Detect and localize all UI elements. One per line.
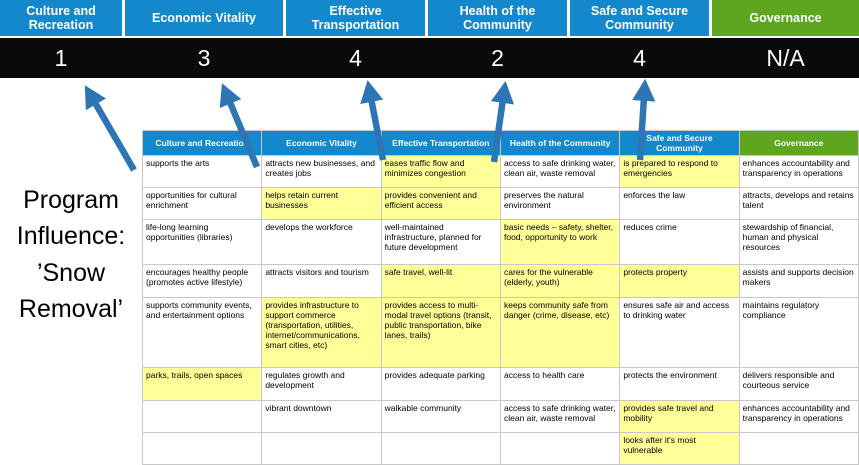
matrix-header-5: Governance [738, 130, 859, 156]
matrix-cell: regulates growth and development [261, 367, 382, 401]
pillar-culture-recreation: Culture and Recreation [0, 0, 122, 36]
matrix-cell: reduces crime [619, 219, 740, 266]
matrix-cell: helps retain current businesses [261, 187, 382, 221]
matrix-cell: parks, trails, open spaces [141, 367, 263, 401]
matrix-cell: is prepared to respond to emergencies [619, 154, 740, 189]
pillar-health-community: Health of the Community [428, 0, 567, 36]
matrix-header-0: Culture and Recreation [141, 130, 263, 156]
matrix-cell: eases traffic flow and minimizes congest… [380, 154, 501, 189]
matrix-cell: preserves the natural environment [499, 187, 621, 221]
matrix-cell: encourages healthy people (promotes acti… [141, 264, 263, 298]
influence-matrix: Culture and Recreation Economic Vitality E… [141, 130, 859, 465]
matrix-cell: supports the arts [141, 154, 263, 189]
score-governance: N/A [766, 44, 805, 71]
matrix-header-2: Effective Transportation [380, 130, 501, 156]
matrix-cell: attracts visitors and tourism [261, 264, 382, 298]
matrix-header-3: Health of the Community [499, 130, 621, 156]
matrix-row-7: looks after it's most vulnerable [141, 431, 859, 465]
matrix-row-5: parks, trails, open spaces regulates grow… [141, 367, 859, 401]
title-line-2: Influence: [16, 222, 126, 251]
matrix-cell: maintains regulatory compliance [738, 296, 859, 369]
matrix-cell: provides convenient and efficient access [380, 187, 501, 221]
matrix-cell: safe travel, well-lit [380, 264, 501, 298]
matrix-cell [738, 431, 859, 465]
matrix-cell: assists and supports decision makers [738, 264, 859, 298]
matrix-row-1: opportunities for cultural enrichment hel… [141, 187, 859, 221]
matrix-row-2: life-long learning opportunities (librar… [141, 219, 859, 266]
matrix-cell: looks after it's most vulnerable [619, 431, 740, 465]
matrix-cell: delivers responsible and courteous servi… [738, 367, 859, 401]
matrix-cell: access to safe drinking water, clean air… [499, 399, 621, 433]
matrix-cell: opportunities for cultural enrichment [141, 187, 263, 221]
score-health-community: 2 [491, 44, 504, 71]
pillar-effective-transportation: Effective Transportation [286, 0, 425, 36]
matrix-cell: life-long learning opportunities (librar… [141, 219, 263, 266]
score-safe-secure-community: 4 [633, 44, 646, 71]
matrix-cell: cares for the vulnerable (elderly, youth… [499, 264, 621, 298]
matrix-cell: attracts new businesses, and creates job… [261, 154, 382, 189]
matrix-cell: stewardship of financial, human and phys… [738, 219, 859, 266]
matrix-cell: provides adequate parking [380, 367, 501, 401]
matrix-cell: provides infrastructure to support comme… [261, 296, 382, 369]
matrix-row-3: encourages healthy people (promotes acti… [141, 264, 859, 298]
matrix-cell: protects property [619, 264, 740, 298]
score-culture-recreation: 1 [54, 44, 68, 71]
matrix-cell: ensures safe air and access to drinking … [619, 296, 740, 369]
pillar-economic-vitality: Economic Vitality [125, 0, 283, 36]
matrix-cell [141, 431, 263, 465]
matrix-cell: provides access to multi-modal travel op… [380, 296, 501, 369]
matrix-cell: vibrant downtown [261, 399, 382, 433]
matrix-cell: access to health care [499, 367, 621, 401]
matrix-cell: enhances accountability and transparency… [738, 154, 859, 189]
matrix-cell: access to safe drinking water, clean air… [499, 154, 621, 189]
matrix-body: supports the arts attracts new businesses… [141, 154, 859, 465]
matrix-cell: basic needs – safety, shelter, food, opp… [499, 219, 621, 266]
arrow-culture-icon [84, 85, 137, 172]
title-line-4: Removal’ [18, 294, 124, 323]
program-influence-title: Program Influence: ’Snow Removal’ [0, 182, 142, 327]
matrix-cell: supports community events, and entertain… [141, 296, 263, 369]
matrix-cell: protects the environment [619, 367, 740, 401]
matrix-cell: attracts, develops and retains talent [738, 187, 859, 221]
matrix-cell: provides safe travel and mobility [619, 399, 740, 433]
pillar-safe-secure-community: Safe and Secure Community [570, 0, 709, 36]
pillar-band: Culture and Recreation Economic Vitality… [0, 0, 859, 36]
score-effective-transportation: 4 [349, 44, 362, 71]
matrix-cell [499, 431, 621, 465]
matrix-row-6: vibrant downtown walkable community access… [141, 399, 859, 433]
title-line-3: ’Snow [36, 258, 106, 287]
matrix-row-0: supports the arts attracts new businesses… [141, 154, 859, 189]
pillar-governance: Governance [712, 0, 859, 36]
matrix-cell [261, 431, 382, 465]
matrix-header-1: Economic Vitality [261, 130, 382, 156]
matrix-cell: enforces the law [619, 187, 740, 221]
matrix-header-4: Safe and Secure Community [619, 130, 740, 156]
matrix-cell: well-maintained infrastructure, planned … [380, 219, 501, 266]
matrix-header-row: Culture and Recreation Economic Vitality E… [141, 130, 859, 156]
matrix-cell [141, 399, 263, 433]
matrix-cell: walkable community [380, 399, 501, 433]
matrix-cell: develops the workforce [261, 219, 382, 266]
matrix-cell: enhances accountability and transparency… [738, 399, 859, 433]
matrix-row-4: supports community events, and entertain… [141, 296, 859, 369]
score-economic-vitality: 3 [197, 44, 211, 71]
matrix-cell [380, 431, 501, 465]
title-line-1: Program [23, 186, 119, 214]
score-band: 1 3 4 2 4 N/A [0, 38, 859, 78]
matrix-cell: keeps community safe from danger (crime,… [499, 296, 621, 369]
